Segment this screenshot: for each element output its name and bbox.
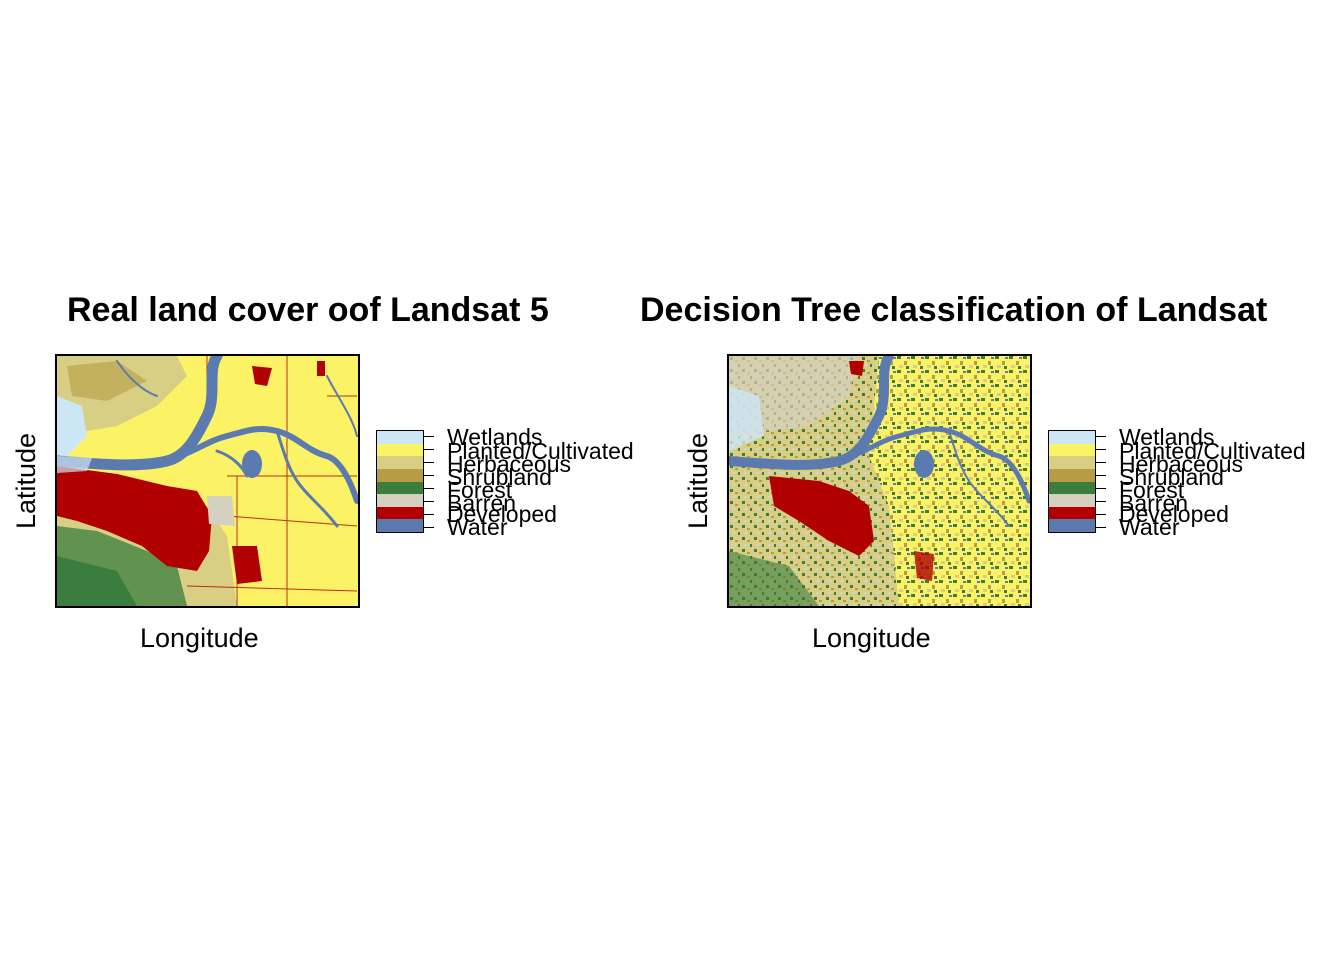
map-legend [376, 430, 424, 533]
legend-swatch-planted [377, 443, 423, 457]
x-axis-label: Longitude [812, 623, 931, 653]
land-cover-raster [57, 356, 358, 606]
legend-label-developed: Developed [1119, 501, 1229, 527]
y-axis-label: Latitude [11, 432, 42, 530]
legend-ticks [1096, 430, 1106, 533]
legend-label-planted: Planted/Cultivated [447, 438, 634, 464]
legend-label-water: Water [447, 514, 508, 540]
map-panel-real: Real land cover oof Landsat 5 [11, 291, 634, 653]
y-axis-label: Latitude [683, 432, 714, 530]
legend-swatch-barren [1049, 494, 1095, 507]
map-title: Decision Tree classification of Landsat [640, 291, 1268, 329]
legend-swatch-herbaceous [1049, 456, 1095, 469]
legend-swatch-developed [1049, 506, 1095, 520]
legend-ticks [424, 430, 434, 533]
map-panel-classified: Decision Tree classification of Landsat [640, 0, 1344, 960]
legend-label-wetlands: Wetlands [1119, 424, 1215, 450]
legend-swatch-wetlands [377, 431, 423, 444]
legend-swatch-shrubland [377, 468, 423, 482]
legend-label-forest: Forest [1119, 477, 1185, 503]
legend-label-shrubland: Shrubland [1119, 464, 1224, 490]
legend-swatch-shrubland [1049, 468, 1095, 482]
map-title: Real land cover oof Landsat 5 [67, 291, 549, 329]
land-cover-map [55, 354, 360, 608]
map-legend [1048, 430, 1096, 533]
x-axis-label: Longitude [140, 623, 259, 653]
legend-label-forest: Forest [447, 477, 513, 503]
legend-swatch-water [1049, 519, 1095, 532]
legend-swatch-barren [377, 494, 423, 507]
legend-label-barren: Barren [1119, 490, 1189, 516]
legend-label-barren: Barren [447, 490, 517, 516]
legend-swatch-forest [377, 481, 423, 495]
legend-label-herbaceous: Herbaceous [1119, 451, 1244, 477]
classified-map [727, 354, 1032, 608]
legend-label-developed: Developed [447, 501, 557, 527]
legend-swatch-herbaceous [377, 456, 423, 469]
legend-swatch-developed [377, 506, 423, 520]
legend-label-water: Water [1119, 514, 1180, 540]
legend-swatch-planted [1049, 443, 1095, 457]
legend-label-herbaceous: Herbaceous [447, 451, 572, 477]
legend-label-shrubland: Shrubland [447, 464, 552, 490]
legend-label-planted: Planted/Cultivated [1119, 438, 1306, 464]
classified-raster [729, 356, 1030, 606]
legend-swatch-wetlands [1049, 431, 1095, 444]
legend-swatch-forest [1049, 481, 1095, 495]
legend-label-wetlands: Wetlands [447, 424, 543, 450]
legend-swatch-water [377, 519, 423, 532]
